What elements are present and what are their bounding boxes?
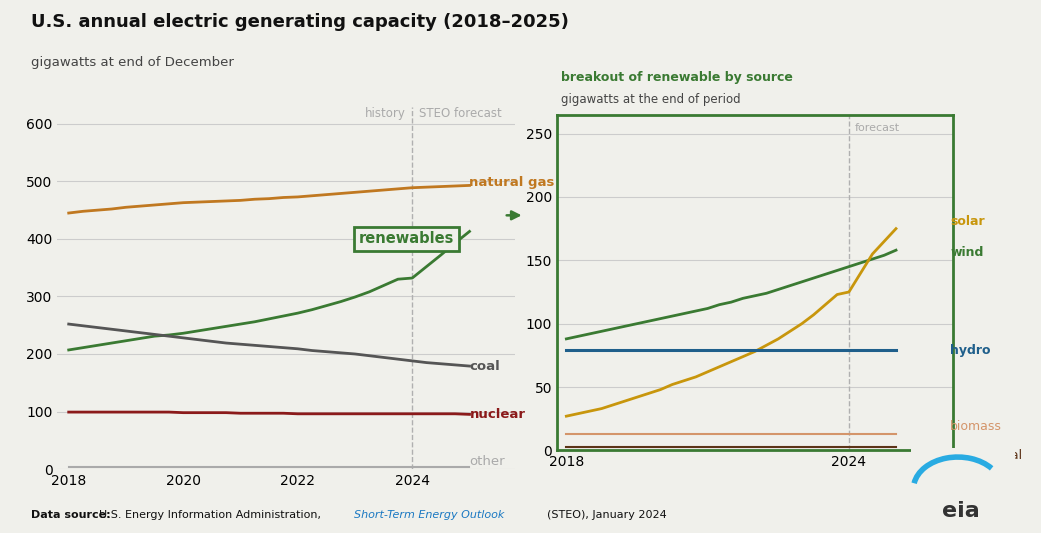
Text: Data source:: Data source: bbox=[31, 510, 110, 520]
Text: biomass: biomass bbox=[950, 420, 1002, 433]
Text: renewables: renewables bbox=[359, 231, 454, 246]
Text: solar: solar bbox=[950, 215, 985, 228]
Text: forecast: forecast bbox=[855, 124, 899, 133]
Text: (STEO), January 2024: (STEO), January 2024 bbox=[547, 510, 666, 520]
Text: Short-Term Energy Outlook: Short-Term Energy Outlook bbox=[354, 510, 504, 520]
Text: geothermal: geothermal bbox=[950, 449, 1022, 462]
Text: other: other bbox=[469, 455, 505, 468]
Text: U.S. Energy Information Administration,: U.S. Energy Information Administration, bbox=[99, 510, 325, 520]
Text: gigawatts at end of December: gigawatts at end of December bbox=[31, 56, 234, 69]
Text: wind: wind bbox=[950, 246, 984, 259]
Text: coal: coal bbox=[469, 360, 501, 373]
Text: nuclear: nuclear bbox=[469, 408, 526, 421]
Text: history: history bbox=[364, 107, 405, 120]
Text: STEO forecast: STEO forecast bbox=[420, 107, 502, 120]
Text: eia: eia bbox=[942, 501, 980, 521]
Text: gigawatts at the end of period: gigawatts at the end of period bbox=[561, 93, 740, 106]
Text: breakout of renewable by source: breakout of renewable by source bbox=[561, 71, 793, 84]
Text: U.S. annual electric generating capacity (2018–2025): U.S. annual electric generating capacity… bbox=[31, 13, 569, 31]
Text: natural gas: natural gas bbox=[469, 176, 555, 189]
Text: hydro: hydro bbox=[950, 344, 991, 357]
